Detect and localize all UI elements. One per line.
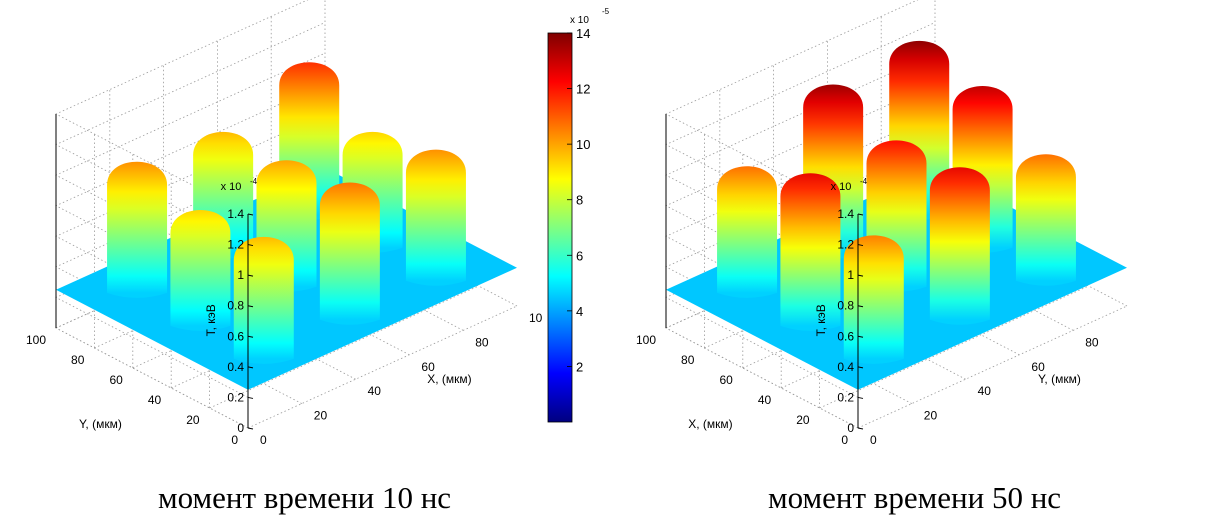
- left-axis-label: X, (мкм): [688, 417, 732, 431]
- right-axis-tick-label: 60: [1031, 360, 1045, 374]
- colorbar-multiplier: x 10: [570, 15, 589, 26]
- z-tick: [857, 305, 864, 308]
- left-axis-tick-label: 100: [636, 333, 656, 347]
- axes-box: [55, 114, 249, 428]
- left-axis-tick-label: 60: [719, 373, 733, 387]
- surface-peak: [405, 149, 466, 286]
- axes-box: [665, 114, 859, 428]
- z-tick-label: 0.4: [837, 360, 854, 374]
- z-tick: [247, 305, 254, 308]
- surface-peak: [319, 182, 380, 325]
- colorbar-tick-label: 8: [576, 193, 583, 208]
- colorbar: [547, 32, 573, 423]
- z-tick: [857, 335, 864, 338]
- left-axis-tick-label: 40: [758, 393, 772, 407]
- z-tick: [247, 335, 254, 338]
- z-tick: [247, 427, 254, 430]
- colorbar-tick-label: 4: [576, 304, 583, 319]
- right-axis-label: Y, (мкм): [1038, 372, 1081, 386]
- z-tick: [857, 213, 864, 216]
- z-multiplier: x 10: [221, 181, 242, 193]
- z-axis-label: T, кэВ: [814, 304, 828, 336]
- right-axis-tick-label: 40: [368, 384, 382, 398]
- left-axis-tick-label: 0: [231, 433, 238, 447]
- left-axis-tick-label: 100: [26, 333, 46, 347]
- right-axis-tick-label: 20: [314, 409, 328, 423]
- z-tick-label: 0.2: [227, 390, 244, 404]
- surface-peak: [107, 161, 168, 298]
- z-tick: [247, 366, 254, 369]
- colorbar-exponent: -5: [602, 7, 609, 16]
- right-axis-tick-label: 10: [529, 311, 543, 325]
- grid-line-floor: [665, 327, 859, 429]
- z-tick-label: 0.8: [837, 299, 854, 313]
- z-tick: [247, 396, 254, 399]
- right-axis-tick-label: 20: [924, 409, 938, 423]
- z-tick: [857, 274, 864, 277]
- left-axis-tick-label: 80: [71, 353, 85, 367]
- caption-50ns: момент времени 50 нс: [767, 480, 1062, 515]
- z-tick-label: 0.2: [837, 390, 854, 404]
- surface-peak: [717, 166, 778, 298]
- left-axis-label: Y, (мкм): [79, 417, 122, 431]
- colorbar-tick-label: 14: [576, 26, 590, 41]
- z-tick: [247, 213, 254, 216]
- surface-plot-50ns: 0 0.2 0.4 0.6 0.8 1 1.2 1.4 x 10 -4 T, кэВ 0 20 40 60 8…: [636, 0, 1128, 447]
- z-tick: [857, 366, 864, 369]
- surface-plot-10ns: 00.20.40.60.811.21.4x 10 -4T, кэВ02040608…: [26, 0, 609, 447]
- z-axis-label: T, кэВ: [204, 304, 218, 336]
- grid-line-floor: [247, 305, 518, 429]
- grid-line-floor: [209, 285, 479, 409]
- right-axis-tick-label: 0: [260, 433, 267, 447]
- right-axis-label: X, (мкм): [427, 372, 471, 386]
- z-exponent: -4: [250, 177, 258, 186]
- right-axis-tick-label: 40: [978, 384, 992, 398]
- z-tick-label: 1: [847, 268, 854, 282]
- colorbar-tick-label: 6: [576, 248, 583, 263]
- surface-peak: [233, 236, 294, 364]
- colorbar-tick-label: 10: [576, 137, 590, 152]
- z-tick-label: 1.4: [837, 207, 854, 221]
- z-tick-label: 1.4: [227, 207, 244, 221]
- z-tick-label: 0.6: [227, 329, 244, 343]
- z-exponent: -4: [860, 177, 868, 186]
- surface-peak: [1015, 154, 1076, 286]
- colorbar-tick-label: 12: [576, 82, 590, 97]
- right-axis-tick-label: 60: [421, 360, 435, 374]
- right-axis-tick-label: 80: [475, 335, 489, 349]
- z-tick-label: 1: [237, 268, 244, 282]
- grid-line-floor: [819, 285, 1089, 409]
- left-axis-tick-label: 20: [186, 413, 200, 427]
- left-axis-tick-label: 40: [148, 393, 162, 407]
- left-axis-tick-label: 20: [796, 413, 810, 427]
- grid-line-floor: [857, 305, 1128, 429]
- z-tick: [857, 427, 864, 430]
- caption-10ns: момент времени 10 нс: [157, 480, 452, 515]
- right-axis-tick-label: 0: [870, 433, 877, 447]
- surface-peak: [170, 209, 231, 331]
- z-tick-label: 1.2: [837, 238, 854, 252]
- left-axis-tick-label: 60: [109, 373, 123, 387]
- right-axis-tick-label: 80: [1085, 335, 1099, 349]
- z-tick-label: 0.4: [227, 360, 244, 374]
- z-tick: [247, 274, 254, 277]
- surface-peak: [929, 167, 990, 325]
- z-tick: [857, 396, 864, 399]
- z-tick-label: 0: [237, 421, 244, 435]
- surface-peak: [780, 173, 841, 331]
- left-axis-tick-label: 80: [681, 353, 695, 367]
- colorbar-tick-label: 2: [576, 359, 583, 374]
- z-tick-label: 0: [847, 421, 854, 435]
- z-tick-label: 0.8: [227, 299, 244, 313]
- z-multiplier: x 10: [831, 181, 852, 193]
- z-tick-label: 0.6: [837, 329, 854, 343]
- grid-line-floor: [55, 327, 249, 429]
- z-tick: [247, 244, 254, 247]
- left-axis-tick-label: 0: [841, 433, 848, 447]
- z-tick-label: 1.2: [227, 238, 244, 252]
- surface-peak: [843, 235, 904, 364]
- z-tick: [857, 244, 864, 247]
